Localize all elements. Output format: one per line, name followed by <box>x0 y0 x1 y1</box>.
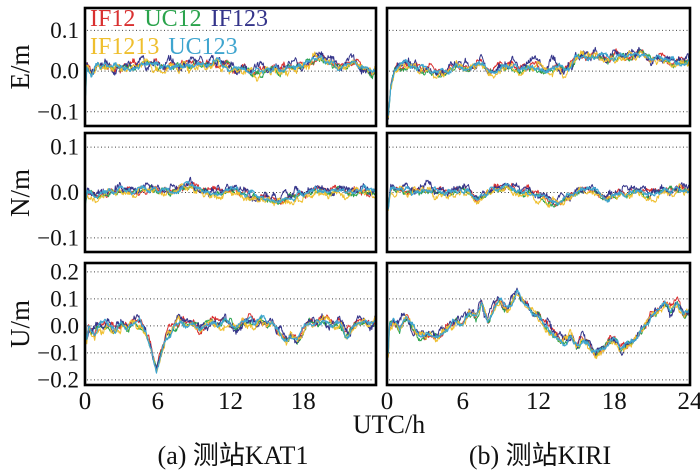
x-tick-label: 6 <box>152 388 165 415</box>
y-tick-label: 0.1 <box>50 135 79 160</box>
series-line-UC12-KAT1-N <box>85 150 376 205</box>
x-tick-label: 12 <box>526 388 551 415</box>
series-line-IF1213-KAT1-E <box>85 24 376 95</box>
y-tick-label: 0.0 <box>50 59 79 84</box>
legend-item-UC12: UC12 <box>144 6 202 32</box>
panel-bg-KIRI-U <box>387 263 690 385</box>
x-tick-label: 24 <box>678 388 700 415</box>
x-tick-label: 18 <box>291 388 316 415</box>
series-line-UC123-KAT1-U <box>85 263 376 374</box>
caption-station-kat1: (a) 测站KAT1 <box>157 441 309 470</box>
series-line-IF1213-KAT1-N <box>85 148 376 207</box>
y-axis-label-N: N/m <box>5 169 35 218</box>
series-line-UC123-KAT1-E <box>85 26 376 96</box>
legend-item-IF12: IF12 <box>90 6 136 32</box>
series-line-IF1213-KIRI-E <box>387 48 690 119</box>
panel-border-KIRI-E <box>385 6 692 128</box>
x-tick-label: 0 <box>79 388 92 415</box>
panel-border-KIRI-U <box>385 261 692 387</box>
series-line-UC123-KAT1-N <box>85 145 376 204</box>
y-tick-label: −0.1 <box>37 225 79 250</box>
x-tick-label: 6 <box>457 388 470 415</box>
y-axis-label-E: E/m <box>5 44 35 90</box>
panel-border-KAT1-E <box>83 6 378 128</box>
legend-row-2: IF1213 UC123 <box>90 33 277 61</box>
panel-border-KAT1-U <box>83 261 378 387</box>
legend-item-IF1213: IF1213 <box>90 34 160 60</box>
series-line-UC123-KIRI-U <box>387 274 690 354</box>
panel-border-KIRI-N <box>385 131 692 254</box>
legend-row-1: IF12 UC12 IF123 <box>90 5 277 33</box>
legend: IF12 UC12 IF123 IF1213 UC123 <box>90 5 277 61</box>
legend-item-UC123: UC123 <box>168 34 238 60</box>
series-line-IF1213-KIRI-N <box>387 157 690 211</box>
x-tick-label: 0 <box>381 388 394 415</box>
caption-station-kiri: (b) 测站KIRI <box>468 441 612 470</box>
panel-border-KAT1-N <box>83 131 378 254</box>
x-axis-label: UTC/h <box>352 410 426 439</box>
y-tick-label: 0.2 <box>50 259 79 284</box>
series-line-UC123-KIRI-E <box>387 49 690 116</box>
y-tick-label: −0.2 <box>37 367 79 392</box>
x-tick-label: 12 <box>218 388 243 415</box>
legend-item-IF123: IF123 <box>210 6 269 32</box>
y-tick-label: 0.0 <box>50 180 79 205</box>
series-line-UC123-KIRI-N <box>387 158 690 210</box>
y-tick-label: 0.0 <box>50 313 79 338</box>
y-tick-label: 0.1 <box>50 286 79 311</box>
y-tick-label: 0.1 <box>50 18 79 43</box>
y-axis-label-U: U/m <box>5 300 35 349</box>
y-tick-label: −0.1 <box>37 99 79 124</box>
y-tick-label: −0.1 <box>37 340 79 365</box>
x-tick-label: 18 <box>602 388 627 415</box>
